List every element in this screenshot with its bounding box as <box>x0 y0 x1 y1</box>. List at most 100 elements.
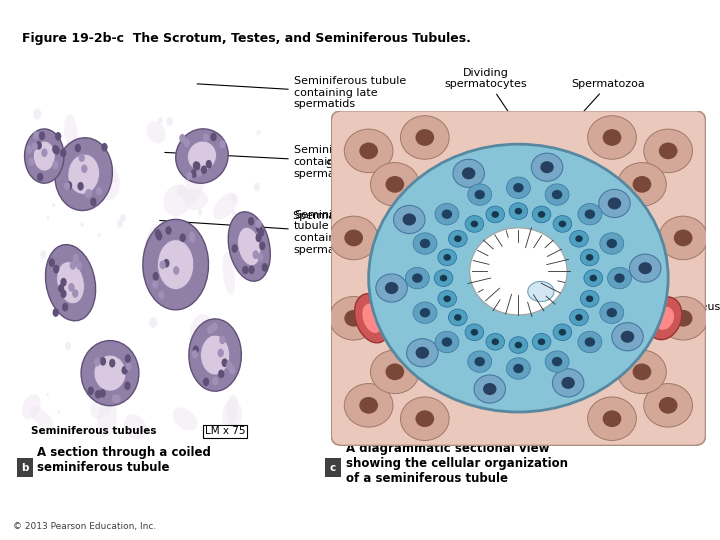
Ellipse shape <box>201 335 230 375</box>
Circle shape <box>231 244 238 253</box>
Text: Seminiferous tubule
containing late
spermatids: Seminiferous tubule containing late sper… <box>197 76 406 110</box>
Circle shape <box>492 211 499 218</box>
FancyBboxPatch shape <box>325 458 341 477</box>
Ellipse shape <box>68 154 99 194</box>
Text: Seminiferous tubules: Seminiferous tubules <box>31 427 157 436</box>
Circle shape <box>193 346 199 354</box>
Circle shape <box>515 342 522 348</box>
Circle shape <box>156 232 162 240</box>
Circle shape <box>486 206 505 223</box>
Ellipse shape <box>362 303 382 333</box>
Circle shape <box>72 289 78 298</box>
Ellipse shape <box>24 129 64 183</box>
Circle shape <box>415 410 434 427</box>
Circle shape <box>194 161 200 170</box>
Circle shape <box>585 338 595 347</box>
Circle shape <box>189 232 195 240</box>
Circle shape <box>26 145 32 154</box>
Circle shape <box>538 339 545 345</box>
Circle shape <box>102 143 107 152</box>
Circle shape <box>55 132 61 141</box>
Circle shape <box>197 168 202 177</box>
Circle shape <box>506 358 531 379</box>
Circle shape <box>37 156 42 163</box>
Circle shape <box>57 410 60 414</box>
Circle shape <box>612 323 643 351</box>
Text: © 2013 Pearson Education, Inc.: © 2013 Pearson Education, Inc. <box>13 522 156 531</box>
Circle shape <box>232 211 235 215</box>
Circle shape <box>453 159 485 187</box>
Circle shape <box>540 161 554 173</box>
Circle shape <box>186 172 192 180</box>
Circle shape <box>179 233 186 242</box>
Circle shape <box>440 275 447 281</box>
Circle shape <box>53 265 59 273</box>
Circle shape <box>385 363 404 380</box>
Circle shape <box>179 134 186 143</box>
Circle shape <box>46 393 49 396</box>
Circle shape <box>230 194 236 202</box>
Text: A diagrammatic sectional view
showing the cellular organization
of a seminiferou: A diagrammatic sectional view showing th… <box>346 442 567 485</box>
Circle shape <box>53 160 58 170</box>
Circle shape <box>513 183 523 192</box>
Circle shape <box>112 394 118 403</box>
Circle shape <box>125 354 131 363</box>
Circle shape <box>435 204 459 225</box>
Circle shape <box>454 235 462 242</box>
Circle shape <box>553 215 572 232</box>
Ellipse shape <box>227 394 238 424</box>
Circle shape <box>400 116 449 159</box>
Circle shape <box>76 261 82 270</box>
Circle shape <box>259 241 266 250</box>
Circle shape <box>184 139 190 147</box>
Circle shape <box>88 387 94 395</box>
Ellipse shape <box>176 129 228 183</box>
Text: Spermatozoa: Spermatozoa <box>572 79 645 119</box>
Ellipse shape <box>146 122 166 143</box>
Circle shape <box>639 262 652 274</box>
Circle shape <box>217 349 224 357</box>
Circle shape <box>206 160 212 168</box>
Ellipse shape <box>647 297 682 340</box>
Circle shape <box>468 184 492 205</box>
Circle shape <box>39 131 45 140</box>
Ellipse shape <box>90 396 112 419</box>
Circle shape <box>674 310 693 327</box>
Circle shape <box>58 284 64 293</box>
Circle shape <box>109 359 115 368</box>
Circle shape <box>629 254 661 282</box>
Text: Nurse cell nucleus: Nurse cell nucleus <box>566 295 720 312</box>
Circle shape <box>125 362 132 370</box>
Circle shape <box>149 316 157 328</box>
Circle shape <box>52 145 58 153</box>
Circle shape <box>242 266 248 274</box>
Circle shape <box>58 252 65 263</box>
Circle shape <box>122 366 128 375</box>
Circle shape <box>618 350 666 394</box>
Circle shape <box>462 167 475 179</box>
Circle shape <box>580 291 599 307</box>
Circle shape <box>203 133 210 142</box>
Circle shape <box>153 272 159 281</box>
Circle shape <box>53 308 59 317</box>
Circle shape <box>152 280 158 288</box>
Circle shape <box>105 150 108 154</box>
Ellipse shape <box>173 407 197 430</box>
Circle shape <box>210 133 217 141</box>
Circle shape <box>68 283 75 292</box>
Text: Capillary: Capillary <box>340 282 440 292</box>
Circle shape <box>191 169 197 178</box>
Circle shape <box>125 381 130 390</box>
Circle shape <box>258 228 264 237</box>
Circle shape <box>256 220 262 228</box>
Circle shape <box>160 260 166 269</box>
Ellipse shape <box>528 281 554 301</box>
Ellipse shape <box>238 227 261 266</box>
Circle shape <box>483 383 497 395</box>
Circle shape <box>253 183 260 192</box>
Circle shape <box>253 251 258 259</box>
Circle shape <box>603 410 621 427</box>
Circle shape <box>219 335 225 344</box>
Circle shape <box>412 273 423 283</box>
Circle shape <box>81 165 88 173</box>
